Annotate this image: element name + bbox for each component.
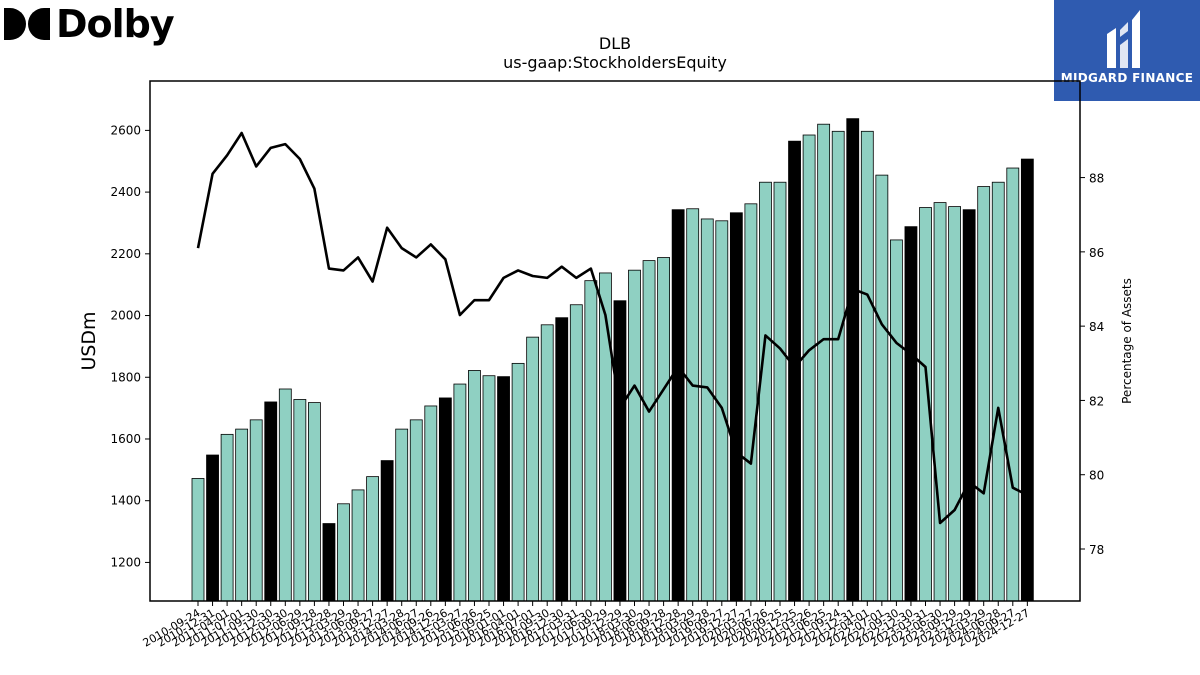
bar-2022-04-01 bbox=[860, 130, 874, 602]
dolby-wordmark: Dolby bbox=[56, 2, 175, 46]
bar-2017-06-30 bbox=[584, 280, 598, 602]
y2-tick-label: 78 bbox=[1089, 543, 1104, 557]
y2-tick-label: 86 bbox=[1089, 246, 1104, 260]
y2-axis-label: Percentage of Assets bbox=[1120, 278, 1134, 404]
percentage-of-assets-line bbox=[196, 131, 1028, 525]
bar-2013-12-27 bbox=[380, 460, 394, 602]
bar-2014-03-28 bbox=[395, 428, 409, 602]
bar-2013-03-29 bbox=[337, 503, 350, 602]
bar-2018-06-29 bbox=[642, 260, 656, 602]
chart-subtitle: us-gaap:StockholdersEquity bbox=[503, 53, 727, 72]
y-tick-label: 2000 bbox=[110, 309, 141, 323]
left-axis: 1200 1400 1600 1800 2000 2200 2400 2600 bbox=[110, 123, 150, 569]
bar-2016-07-01 bbox=[526, 336, 540, 602]
bar-2020-06-26 bbox=[759, 181, 772, 602]
bar-2023-09-29 bbox=[948, 206, 961, 602]
y2-tick-label: 84 bbox=[1089, 320, 1104, 334]
y2-tick-label: 82 bbox=[1089, 394, 1104, 408]
bar-2021-06-25 bbox=[817, 123, 831, 602]
bar-2013-09-27 bbox=[366, 476, 380, 602]
badge-label: MIDGARD FINANCE bbox=[1060, 71, 1194, 85]
bar-2019-06-28 bbox=[700, 218, 714, 602]
bar-2024-12-27 bbox=[1020, 158, 1034, 602]
line-series bbox=[196, 131, 1028, 525]
bar-2024-09-27 bbox=[1006, 167, 1020, 602]
bar-2021-03-26 bbox=[802, 134, 816, 602]
plot-frame bbox=[149, 80, 1081, 602]
bar-2011-04-01 bbox=[220, 433, 234, 602]
bar-2015-03-27 bbox=[453, 383, 467, 602]
y-tick-label: 2200 bbox=[110, 247, 141, 261]
bar-2019-12-27 bbox=[729, 212, 743, 602]
bar-2016-04-01 bbox=[511, 362, 525, 602]
bar-series bbox=[191, 118, 1034, 602]
bar-2022-07-01 bbox=[875, 174, 889, 602]
bar-2020-03-27 bbox=[744, 203, 758, 602]
bar-2016-01-01 bbox=[497, 376, 510, 602]
bar-2014-06-27 bbox=[409, 419, 423, 602]
bar-2014-09-26 bbox=[424, 405, 438, 602]
bar-2018-09-28 bbox=[657, 257, 670, 602]
bar-2011-12-30 bbox=[264, 401, 278, 602]
bar-2018-12-28 bbox=[671, 209, 685, 602]
bar-2016-12-30 bbox=[555, 317, 569, 602]
bar-2020-12-25 bbox=[788, 140, 801, 602]
bar-2024-03-29 bbox=[977, 186, 991, 602]
bar-2010-12-31 bbox=[206, 454, 219, 602]
bar-2012-03-30 bbox=[278, 388, 292, 602]
bar-2023-12-29 bbox=[962, 209, 976, 602]
dolby-mark-icon bbox=[4, 8, 50, 40]
y-tick-label: 1400 bbox=[110, 494, 141, 508]
bar-2010-09-24 bbox=[191, 478, 205, 602]
bar-2022-12-30 bbox=[904, 226, 918, 602]
right-axis: 78 80 82 84 86 88 bbox=[1080, 172, 1104, 557]
bar-2011-09-30 bbox=[249, 419, 263, 602]
bar-2014-12-26 bbox=[438, 397, 452, 602]
bar-2016-09-30 bbox=[540, 324, 554, 602]
y-tick-label: 1800 bbox=[110, 370, 141, 384]
bar-2017-12-29 bbox=[613, 300, 627, 602]
y-tick-label: 2600 bbox=[110, 123, 141, 137]
x-axis: 2010-09-242010-12-312011-04-012011-07-01… bbox=[141, 601, 1032, 650]
y-tick-label: 1200 bbox=[110, 555, 141, 569]
y-axis-label: USDm bbox=[78, 311, 100, 370]
bar-2012-12-28 bbox=[322, 523, 336, 602]
midgard-finance-badge: MIDGARD FINANCE bbox=[1054, 0, 1200, 101]
bar-2019-03-29 bbox=[686, 208, 700, 602]
bar-2015-06-26 bbox=[468, 370, 481, 602]
bar-2011-07-01 bbox=[235, 428, 249, 602]
bar-2021-09-24 bbox=[831, 130, 845, 602]
bar-2022-09-30 bbox=[890, 239, 903, 602]
bar-2021-12-31 bbox=[846, 118, 860, 602]
dolby-logo: Dolby bbox=[4, 2, 175, 46]
bar-2020-09-25 bbox=[773, 181, 787, 602]
bar-2017-03-31 bbox=[569, 304, 583, 602]
bar-2024-06-28 bbox=[991, 181, 1005, 602]
bar-2012-06-29 bbox=[293, 399, 307, 602]
bar-2015-09-25 bbox=[482, 375, 496, 602]
y-tick-label: 1600 bbox=[110, 432, 141, 446]
bar-2013-06-28 bbox=[351, 489, 365, 602]
bar-2012-09-28 bbox=[307, 402, 321, 602]
midgard-mark-icon bbox=[1107, 10, 1140, 68]
bar-2018-03-30 bbox=[628, 269, 641, 602]
y-tick-label: 2400 bbox=[110, 185, 141, 199]
y2-tick-label: 80 bbox=[1089, 469, 1104, 483]
y2-tick-label: 88 bbox=[1089, 172, 1104, 186]
bar-2023-06-30 bbox=[933, 202, 947, 602]
chart-title: DLB bbox=[599, 34, 631, 53]
